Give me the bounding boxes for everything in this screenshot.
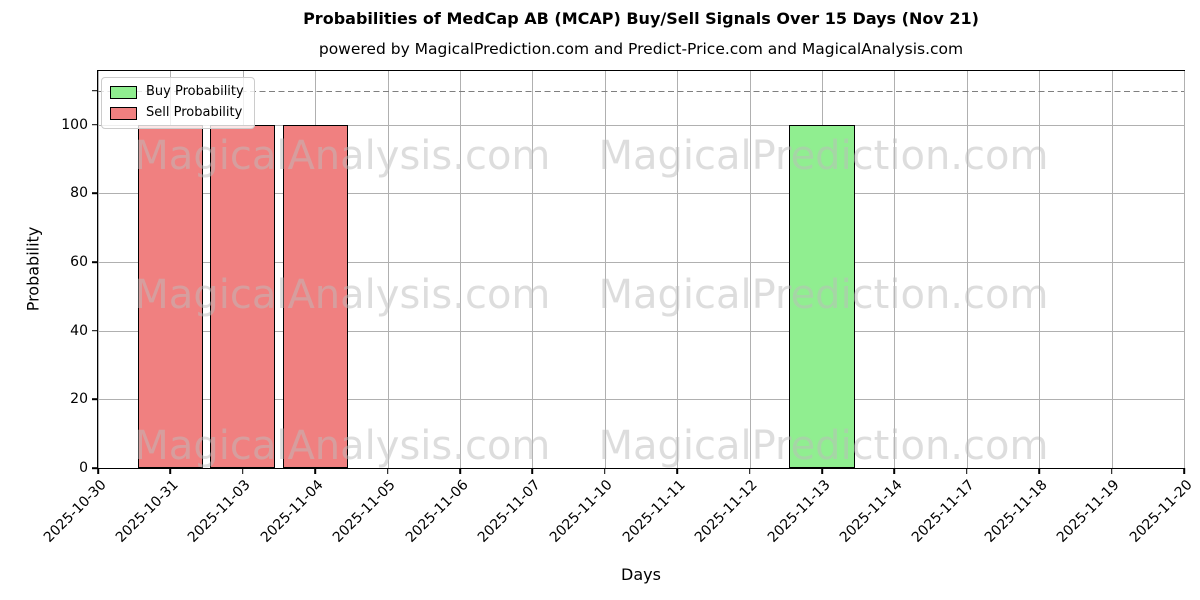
x-tick-label: 2025-11-19 — [1054, 477, 1123, 546]
x-tick-label: 2025-11-12 — [692, 477, 761, 546]
y-tick-label: 60 — [70, 254, 88, 271]
x-tick-mark — [748, 468, 751, 474]
bar-sell-2025-11-03 — [210, 124, 276, 468]
legend-label-buy: Buy Probability — [146, 84, 244, 99]
watermark-text: MagicalPrediction.com — [598, 271, 1049, 318]
y-tick-label: 80 — [70, 185, 88, 202]
x-tick-mark — [531, 468, 534, 474]
x-tick-mark — [821, 468, 823, 474]
vertical-gridline — [1184, 71, 1185, 468]
y-tick-mark — [92, 261, 98, 263]
bar-buy-2025-11-13 — [789, 124, 855, 468]
x-tick-mark — [604, 468, 606, 474]
x-tick-mark — [676, 468, 678, 474]
y-tick-mark — [92, 124, 98, 126]
horizontal-gridline — [98, 262, 1184, 264]
watermark-text: MagicalPrediction.com — [598, 132, 1049, 179]
y-tick-label: 0 — [79, 460, 88, 476]
x-tick-mark — [459, 468, 461, 474]
vertical-gridline — [98, 71, 99, 468]
legend-item-sell: Sell Probability — [110, 105, 244, 121]
vertical-gridline — [677, 71, 679, 468]
horizontal-gridline — [98, 399, 1184, 401]
vertical-gridline — [749, 71, 751, 468]
watermark-text: MagicalAnalysis.com — [134, 423, 551, 470]
vertical-gridline — [604, 71, 606, 468]
x-axis-label: Days — [621, 565, 661, 584]
x-tick-mark — [97, 468, 99, 474]
x-tick-mark — [169, 468, 172, 474]
y-tick-mark — [92, 467, 98, 469]
legend-item-buy: Buy Probability — [110, 84, 244, 99]
x-tick-mark — [314, 468, 316, 474]
x-tick-label: 2025-11-06 — [402, 477, 472, 546]
vertical-gridline — [966, 71, 968, 468]
x-tick-mark — [1038, 468, 1040, 474]
x-tick-mark — [386, 468, 389, 474]
y-tick-mark — [92, 329, 98, 332]
bar-sell-2025-11-04 — [282, 124, 348, 468]
x-tick-label: 2025-11-13 — [764, 477, 834, 546]
x-tick-label: 2025-10-30 — [40, 477, 110, 546]
legend: Buy Probability Sell Probability — [101, 77, 255, 129]
legend-label-sell: Sell Probability — [146, 105, 243, 121]
horizontal-gridline — [98, 193, 1184, 195]
watermark-text: MagicalAnalysis.com — [134, 271, 551, 318]
x-tick-mark — [966, 468, 968, 474]
vertical-gridline — [894, 71, 896, 468]
x-tick-label: 2025-11-03 — [185, 477, 255, 546]
watermark-text: MagicalAnalysis.com — [134, 132, 551, 179]
vertical-gridline — [1039, 71, 1041, 468]
y-tick-label: 40 — [70, 322, 88, 339]
vertical-gridline — [387, 71, 389, 468]
plot-area: Buy Probability Sell Probability Magical… — [40, 70, 1195, 546]
x-tick-label: 2025-11-07 — [474, 477, 544, 546]
y-tick-mark — [92, 89, 98, 92]
horizontal-gridline — [98, 124, 1184, 126]
x-tick-mark — [893, 468, 896, 474]
x-tick-label: 2025-11-10 — [547, 477, 617, 546]
x-tick-label: 2025-11-05 — [330, 477, 399, 546]
y-axis-label: Probability — [23, 226, 43, 312]
x-tick-label: 2025-11-11 — [619, 477, 689, 546]
x-tick-mark — [242, 468, 244, 474]
vertical-gridline — [460, 71, 461, 468]
vertical-gridline — [1111, 71, 1113, 468]
sell-probability-swatch-icon — [110, 106, 137, 120]
buy-probability-swatch-icon — [110, 85, 137, 99]
x-tick-mark — [1183, 468, 1185, 474]
chart-subtitle: powered by MagicalPrediction.com and Pre… — [318, 40, 964, 58]
x-tick-mark — [1110, 468, 1113, 474]
threshold-dashed-line — [98, 90, 1184, 93]
y-tick-label: 20 — [70, 391, 88, 408]
watermark-text: MagicalPrediction.com — [598, 423, 1049, 470]
y-tick-mark — [92, 398, 98, 401]
horizontal-gridline — [98, 330, 1184, 332]
x-tick-label: 2025-11-20 — [1126, 477, 1196, 546]
x-tick-label: 2025-10-31 — [112, 477, 182, 546]
x-tick-label: 2025-11-17 — [909, 477, 979, 546]
x-tick-label: 2025-11-14 — [836, 477, 906, 546]
x-tick-label: 2025-11-04 — [257, 477, 327, 546]
vertical-gridline — [532, 71, 534, 468]
y-tick-mark — [92, 192, 98, 195]
bar-sell-2025-10-31 — [137, 124, 203, 468]
chart-title: Probabilities of MedCap AB (MCAP) Buy/Se… — [303, 9, 979, 28]
x-tick-label: 2025-11-18 — [981, 477, 1051, 546]
y-tick-label: 100 — [61, 116, 88, 133]
